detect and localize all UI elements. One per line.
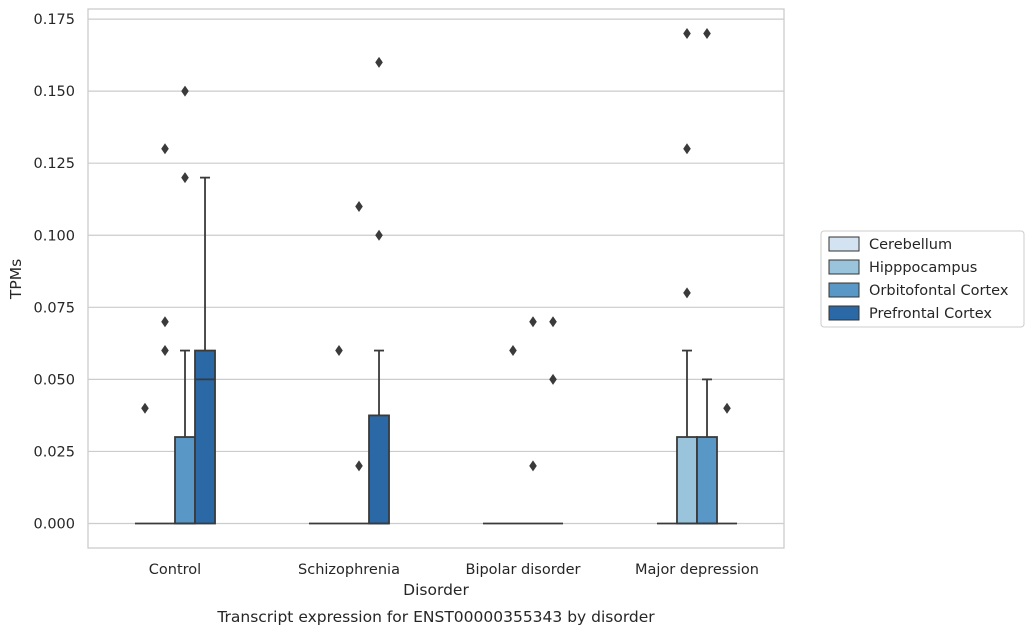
box <box>368 56 390 525</box>
x-tick-label: Major depression <box>635 562 759 578</box>
outlier-point <box>161 143 169 155</box>
legend-swatch <box>828 282 860 298</box>
x-axis-label: Disorder <box>403 581 469 599</box>
legend-swatch <box>828 236 860 252</box>
x-tick-label: Control <box>149 562 201 578</box>
plot-frame <box>87 8 785 549</box>
y-tick-label: 0.075 <box>33 300 75 316</box>
box <box>349 200 370 525</box>
x-tick-labels: Control Schizophrenia Bipolar disorder Majo… <box>149 562 759 578</box>
outlier-point <box>683 28 691 39</box>
outlier-point <box>355 460 363 472</box>
x-tick-label: Schizophrenia <box>298 562 400 578</box>
box <box>543 316 564 525</box>
y-tick-label: 0.050 <box>33 372 75 388</box>
outlier-point <box>683 143 691 155</box>
outlier-point <box>141 402 149 414</box>
box-rect <box>676 436 698 525</box>
outlier-point <box>683 287 691 299</box>
outlier-point <box>529 460 537 472</box>
outlier-point <box>529 316 537 328</box>
outlier-point <box>335 345 343 357</box>
legend: Cerebellum Hipppocampus Orbitofontal Corte… <box>820 230 1025 328</box>
outlier-point <box>509 345 517 357</box>
outlier-point <box>703 28 711 39</box>
box <box>194 176 216 525</box>
legend-swatch <box>828 305 860 321</box>
box-rect <box>696 436 718 525</box>
legend-label: Orbitofontal Cortex <box>869 283 1009 299</box>
y-tick-label: 0.150 <box>33 84 75 100</box>
y-tick-label: 0.100 <box>33 228 75 244</box>
legend-swatch <box>828 259 860 275</box>
outlier-point <box>355 200 363 212</box>
x-tick-label: Bipolar disorder <box>466 562 581 578</box>
box <box>502 345 523 525</box>
box <box>676 28 698 525</box>
legend-label: Cerebellum <box>869 237 952 253</box>
box-rect <box>194 349 216 525</box>
outlier-point <box>181 85 189 97</box>
outlier-point <box>549 373 557 385</box>
y-tick-label: 0.175 <box>33 12 75 28</box>
chart-caption: Transcript expression for ENST0000035534… <box>216 608 655 626</box>
outlier-point <box>375 56 383 68</box>
box <box>696 28 718 525</box>
y-tick-label: 0.000 <box>33 517 75 533</box>
box <box>134 402 155 525</box>
legend-label: Hipppocampus <box>869 260 977 276</box>
y-tick-label: 0.125 <box>33 156 75 172</box>
legend-frame <box>820 230 1025 328</box>
box <box>717 402 738 525</box>
box-rect <box>174 436 196 525</box>
box <box>328 345 349 525</box>
legend-label: Prefrontal Cortex <box>869 306 992 322</box>
y-axis-label: TPMs <box>7 259 25 300</box>
outlier-point <box>181 172 189 184</box>
box <box>174 85 196 525</box>
boxes-layer <box>134 28 738 525</box>
box <box>523 316 544 525</box>
outlier-point <box>161 345 169 357</box>
outlier-point <box>549 316 557 328</box>
y-tick-label: 0.025 <box>33 444 75 460</box>
y-tick-labels: 0.000 0.025 0.050 0.075 0.100 0.125 0.150 0.175 <box>33 12 75 532</box>
box-rect <box>368 414 390 525</box>
outlier-point <box>375 229 383 241</box>
outlier-point <box>723 402 731 414</box>
box <box>154 143 175 525</box>
outlier-point <box>161 316 169 328</box>
